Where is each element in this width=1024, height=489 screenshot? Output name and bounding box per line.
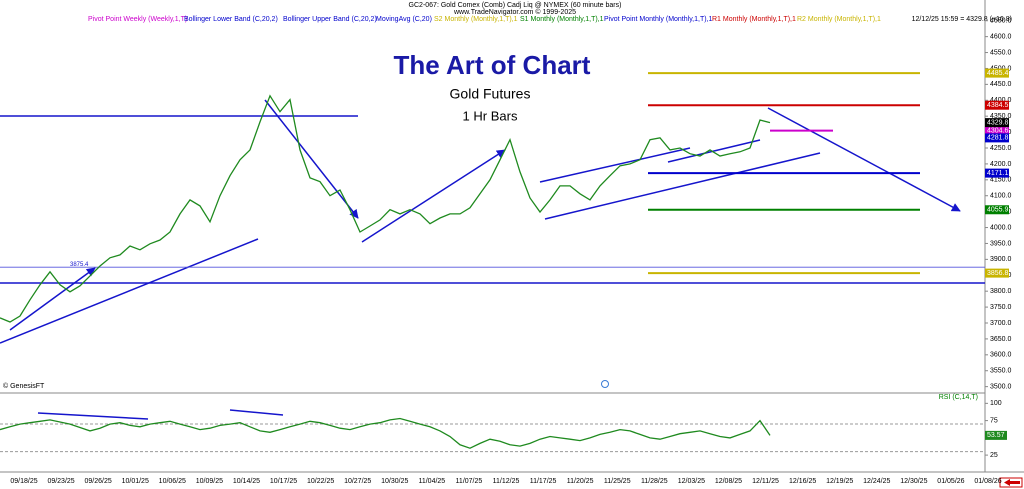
y-tick-label: 4400.0 bbox=[990, 97, 1012, 104]
x-tick-label: 10/09/25 bbox=[196, 478, 223, 485]
x-tick-label: 10/27/25 bbox=[344, 478, 371, 485]
level-label: 4485.4 bbox=[987, 70, 1009, 77]
level-label-box bbox=[985, 168, 1009, 178]
last-rsi-label: 53.57 bbox=[987, 432, 1005, 439]
y-tick-label: 3600.0 bbox=[990, 352, 1012, 359]
y-tick-label: 3550.0 bbox=[990, 368, 1012, 375]
x-tick-label: 10/01/25 bbox=[122, 478, 149, 485]
x-tick-label: 10/30/25 bbox=[381, 478, 408, 485]
level-label-box bbox=[985, 68, 1009, 78]
level-label: 3856.8 bbox=[987, 270, 1009, 277]
marked-level-label: 3875.4 bbox=[70, 262, 89, 268]
rsi-line bbox=[0, 417, 771, 449]
x-tick-label: 11/07/25 bbox=[456, 478, 483, 485]
level-label: 4384.5 bbox=[987, 102, 1009, 109]
last-rsi-box bbox=[985, 430, 1007, 440]
level-label: 4171.1 bbox=[987, 170, 1009, 177]
y-tick-label: 4100.0 bbox=[990, 193, 1012, 200]
level-label-box bbox=[985, 268, 1009, 278]
x-tick-label: 01/08/26 bbox=[974, 478, 1001, 485]
y-tick-label: 3800.0 bbox=[990, 288, 1012, 295]
chart-caption: 1 Hr Bars bbox=[463, 108, 518, 123]
y-tick-label: 3650.0 bbox=[990, 336, 1012, 343]
y-tick-label: 4000.0 bbox=[990, 224, 1012, 231]
y-tick-label: 3750.0 bbox=[990, 304, 1012, 311]
x-tick-label: 11/28/25 bbox=[641, 478, 668, 485]
x-tick-label: 12/11/25 bbox=[752, 478, 779, 485]
trend-lines bbox=[0, 99, 985, 420]
study-label: Pivot Point Weekly (Weekly,1,T) bbox=[88, 16, 187, 23]
credit: © GenesisFT bbox=[3, 382, 45, 390]
x-tick-label: 10/14/25 bbox=[233, 478, 260, 485]
x-tick-label: 12/30/25 bbox=[900, 478, 927, 485]
last-price-label: 4329.8 bbox=[987, 119, 1009, 126]
y-tick-label: 4350.0 bbox=[990, 113, 1012, 120]
price-line bbox=[0, 94, 771, 323]
x-tick-label: 11/20/25 bbox=[567, 478, 594, 485]
source: www.TradeNavigator.com © 1999-2025 bbox=[453, 8, 576, 16]
y-tick-label: 4150.0 bbox=[990, 177, 1012, 184]
level-label-box bbox=[985, 126, 1009, 136]
x-tick-label: 11/17/25 bbox=[530, 478, 557, 485]
x-tick-label: 09/18/25 bbox=[10, 478, 37, 485]
y-tick-label: 3950.0 bbox=[990, 240, 1012, 247]
study-label: Bollinger Lower Band (C,20,2) bbox=[184, 16, 278, 23]
timestamp: 12/12/25 15:59 = 4329.8 (+16.8) bbox=[912, 16, 1012, 23]
y-tick-label: 100 bbox=[990, 400, 1002, 407]
x-tick-label: 10/22/25 bbox=[307, 478, 334, 485]
x-tick-label: 12/16/25 bbox=[789, 478, 816, 485]
x-tick-label: 10/06/25 bbox=[159, 478, 186, 485]
y-tick-label: 4600.0 bbox=[990, 33, 1012, 40]
y-tick-label: 4550.0 bbox=[990, 49, 1012, 56]
study-label: S1 Monthly (Monthly,1,T),1 bbox=[520, 16, 604, 23]
y-tick-label: 25 bbox=[990, 452, 998, 459]
level-label-box bbox=[985, 133, 1009, 143]
y-tick-label: 4650.0 bbox=[990, 18, 1012, 25]
y-tick-label: 3700.0 bbox=[990, 320, 1012, 327]
scroll-arrow[interactable] bbox=[1004, 479, 1020, 486]
y-tick-label: 3500.0 bbox=[990, 383, 1012, 390]
study-label: R2 Monthly (Monthly,1,T),1 bbox=[797, 16, 881, 23]
study-label: Bollinger Upper Band (C,20,2) bbox=[283, 16, 377, 23]
x-tick-label: 09/26/25 bbox=[85, 478, 112, 485]
header: GC2-067: Gold Comex (Comb) Cadj Liq @ NY… bbox=[409, 2, 622, 9]
level-label: 4281.8 bbox=[987, 135, 1009, 142]
study-label: S2 Monthly (Monthly,1,T),1 bbox=[434, 16, 518, 23]
level-label: 4055.9 bbox=[987, 207, 1009, 214]
y-tick-label: 4250.0 bbox=[990, 145, 1012, 152]
study-label: MovingAvg (C,20) bbox=[376, 16, 432, 23]
x-tick-label: 12/03/25 bbox=[678, 478, 705, 485]
x-tick-label: 09/23/25 bbox=[47, 478, 74, 485]
level-label-box bbox=[985, 100, 1009, 110]
chart-subtitle: Gold Futures bbox=[450, 86, 531, 102]
x-tick-label: 12/08/25 bbox=[715, 478, 742, 485]
x-tick-label: 12/24/25 bbox=[863, 478, 890, 485]
study-label: Pivot Point Monthly (Monthly,1,T),1 bbox=[604, 16, 713, 23]
x-tick-label: 12/19/25 bbox=[826, 478, 853, 485]
level-label: 4304.6 bbox=[987, 127, 1009, 134]
y-tick-label: 4450.0 bbox=[990, 81, 1012, 88]
y-tick-label: 75 bbox=[990, 417, 998, 424]
x-tick-label: 11/25/25 bbox=[604, 478, 631, 485]
chart-title: The Art of Chart bbox=[394, 50, 591, 80]
y-tick-label: 3900.0 bbox=[990, 256, 1012, 263]
x-tick-label: 01/05/26 bbox=[937, 478, 964, 485]
rsi-title: RSI (C,14,T) bbox=[939, 394, 978, 401]
level-label-box bbox=[985, 205, 1009, 215]
y-tick-label: 4200.0 bbox=[990, 161, 1012, 168]
last-price-box bbox=[985, 118, 1009, 128]
x-tick-label: 11/04/25 bbox=[418, 478, 445, 485]
x-tick-label: 10/17/25 bbox=[270, 478, 297, 485]
study-label: R1 Monthly (Monthly,1,T),1 bbox=[712, 16, 796, 23]
x-tick-label: 11/12/25 bbox=[493, 478, 520, 485]
